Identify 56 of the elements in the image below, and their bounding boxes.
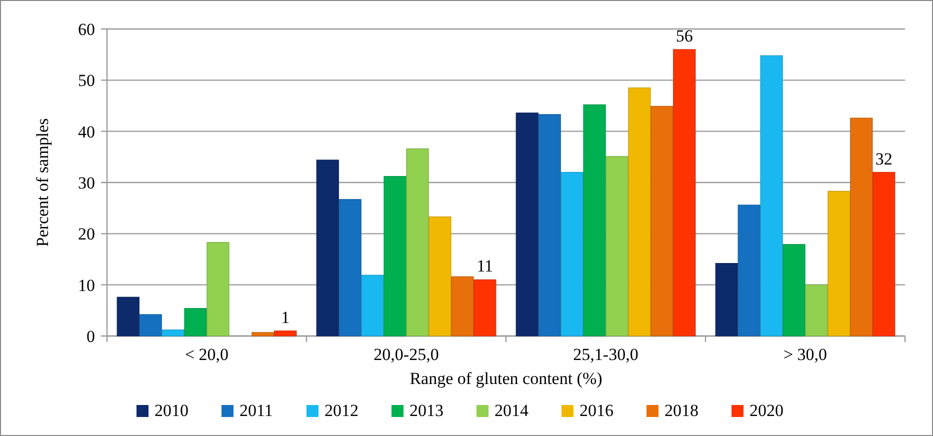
y-tick-label: 60 [78,20,95,39]
bar [606,156,628,336]
y-tick-label: 20 [78,224,95,244]
bar [560,172,584,336]
y-tick-label: 0 [86,326,95,346]
legend-label: 2012 [324,401,358,420]
legend-label: 2013 [410,401,444,420]
bar [162,330,184,336]
legend-label: 2011 [240,401,273,420]
y-tick-label: 40 [78,122,95,142]
bar [738,204,760,336]
bar [538,114,561,336]
bar [184,308,207,336]
bar [361,274,384,336]
legend-label: 2020 [750,401,784,420]
bar [782,244,806,336]
bar [474,279,496,336]
bar [139,314,162,336]
legend-label: 2014 [494,401,529,420]
bar [760,55,783,336]
y-tick-label: 50 [78,71,95,90]
bar [516,112,538,336]
bar [428,216,452,336]
bar [583,104,606,336]
x-tick-label: 20,0-25,0 [374,345,439,364]
bar [316,160,339,336]
bar [451,276,474,336]
data-label: 11 [476,256,494,276]
x-tick-label: 25,1-30,0 [573,345,638,364]
bar [850,118,873,336]
bar [406,148,429,336]
bar [715,263,738,336]
y-tick-label: 30 [78,173,95,192]
bar [252,332,274,336]
data-label: 32 [875,149,892,168]
y-tick-label: 10 [78,276,95,295]
x-tick-label: > 30,0 [783,345,828,364]
bar [805,284,828,336]
bar [116,296,140,336]
legend-label: 2018 [664,401,698,420]
bar [828,190,850,336]
bar [384,176,406,336]
bar [338,199,362,336]
bar [673,49,696,336]
bar [628,88,651,336]
y-axis-title: Percent of samples [33,118,52,247]
x-tick-label: < 20,0 [184,345,229,364]
bar [274,330,297,336]
data-label: 1 [281,308,290,327]
data-label: 56 [676,26,693,46]
bar [872,172,896,336]
legend-label: 2010 [154,401,188,420]
bar [206,242,230,336]
x-axis-title: Range of gluten content (%) [410,369,602,388]
bar [650,106,674,336]
legend-label: 2016 [580,401,614,420]
